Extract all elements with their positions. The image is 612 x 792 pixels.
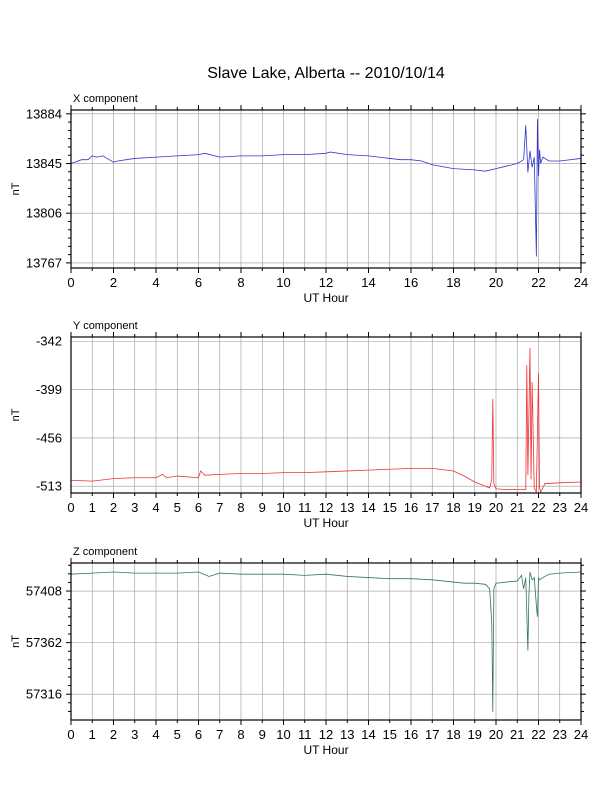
z-component-xtick-label: 12	[319, 727, 333, 742]
x-component-ytick-label: 13767	[26, 255, 62, 270]
x-component-xtick-label: 24	[574, 275, 588, 290]
x-component-ylabel: nT	[10, 182, 22, 195]
y-component-xtick-label: 19	[468, 500, 482, 515]
y-component-ytick-label: -399	[36, 382, 62, 397]
x-component-xtick-label: 4	[152, 275, 159, 290]
y-component-xtick-label: 21	[510, 500, 524, 515]
figure-title: Slave Lake, Alberta -- 2010/10/14	[207, 65, 445, 82]
y-component-xtick-label: 7	[216, 500, 223, 515]
z-component-ytick-label: 57316	[26, 687, 62, 702]
z-component-series-line	[70, 571, 582, 713]
y-component-series-line	[70, 348, 582, 494]
z-component-xtick-label: 7	[216, 727, 223, 742]
y-component-xtick-label: 8	[237, 500, 244, 515]
y-component-xtick-label: 6	[195, 500, 202, 515]
z-component-ylabel: nT	[10, 635, 22, 648]
y-component-xtick-label: 3	[131, 500, 138, 515]
x-component-xtick-label: 0	[67, 275, 74, 290]
z-component-xtick-label: 10	[276, 727, 290, 742]
x-component-xtick-label: 14	[361, 275, 375, 290]
z-component-panel: 0 1 2 3 4 5 6 7 8 9 10 11 12 13 14 15 16 17 18 19 20 21 22 23 24…	[10, 546, 588, 757]
z-component-xtick-label: 8	[237, 727, 244, 742]
y-component-xtick-label: 4	[152, 500, 159, 515]
z-component-xtick-label: 1	[89, 727, 96, 742]
z-component-xtick-label: 5	[174, 727, 181, 742]
z-component-xlabel: UT Hour	[303, 743, 348, 757]
z-component-xtick-label: 0	[67, 727, 74, 742]
x-component-xtick-label: 16	[404, 275, 418, 290]
z-component-title: Z component	[73, 546, 137, 558]
z-component-xtick-label: 18	[446, 727, 460, 742]
x-component-xtick-label: 18	[446, 275, 460, 290]
x-component-plot-frame	[70, 109, 582, 269]
z-component-xtick-label: 9	[259, 727, 266, 742]
x-component-xtick-label: 2	[110, 275, 117, 290]
z-component-xtick-label: 24	[574, 727, 588, 742]
y-component-xtick-label: 11	[298, 500, 312, 515]
x-component-series-line	[70, 118, 582, 257]
z-component-xtick-label: 20	[489, 727, 503, 742]
z-component-xtick-label: 19	[468, 727, 482, 742]
z-component-xtick-label: 21	[510, 727, 524, 742]
y-component-xtick-label: 0	[67, 500, 74, 515]
z-component-ytick-label: 57362	[26, 635, 62, 650]
x-component-panel: 0 2 4 6 8 10 12 14 16 18 20 22 241376713806138451388…	[10, 93, 588, 305]
y-component-xtick-label: 23	[553, 500, 567, 515]
x-component-xtick-label: 10	[276, 275, 290, 290]
y-component-xtick-label: 13	[340, 500, 354, 515]
y-component-ytick-label: -456	[36, 430, 62, 445]
y-component-xtick-label: 15	[383, 500, 397, 515]
y-component-ylabel: nT	[10, 408, 22, 421]
y-component-ytick-label: -342	[36, 334, 62, 349]
y-component-panel: 0 1 2 3 4 5 6 7 8 9 10 11 12 13 14 15 16 17 18 19 20 21 22 23 24…	[10, 320, 588, 530]
y-component-xtick-label: 5	[174, 500, 181, 515]
z-component-plot-frame	[70, 562, 582, 721]
z-component-xtick-label: 6	[195, 727, 202, 742]
y-component-xlabel: UT Hour	[303, 516, 348, 530]
z-component-xtick-label: 17	[425, 727, 439, 742]
x-component-xtick-label: 12	[319, 275, 333, 290]
x-component-xtick-label: 20	[489, 275, 503, 290]
x-component-title: X component	[73, 93, 138, 105]
y-component-xtick-label: 24	[574, 500, 588, 515]
y-component-xtick-label: 2	[110, 500, 117, 515]
y-component-xtick-label: 9	[259, 500, 266, 515]
x-component-ytick-label: 13845	[26, 156, 62, 171]
z-component-xtick-label: 3	[131, 727, 138, 742]
y-component-xtick-label: 16	[404, 500, 418, 515]
z-component-xtick-label: 13	[340, 727, 354, 742]
x-component-xtick-label: 6	[195, 275, 202, 290]
z-component-xtick-label: 23	[553, 727, 567, 742]
x-component-ytick-label: 13806	[26, 206, 62, 221]
y-component-xtick-label: 10	[276, 500, 290, 515]
x-component-xlabel: UT Hour	[303, 291, 348, 305]
y-component-xtick-label: 1	[89, 500, 96, 515]
z-component-xtick-label: 14	[361, 727, 375, 742]
z-component-xtick-label: 2	[110, 727, 117, 742]
y-component-xtick-label: 12	[319, 500, 333, 515]
x-component-xtick-label: 22	[531, 275, 545, 290]
y-component-xtick-label: 14	[361, 500, 375, 515]
y-component-xtick-label: 22	[531, 500, 545, 515]
z-component-xtick-label: 11	[298, 727, 312, 742]
y-component-plot-frame	[70, 336, 582, 494]
y-component-xtick-label: 17	[425, 500, 439, 515]
z-component-xtick-label: 16	[404, 727, 418, 742]
x-component-ytick-label: 13884	[26, 106, 62, 121]
y-component-xtick-label: 20	[489, 500, 503, 515]
y-component-xtick-label: 18	[446, 500, 460, 515]
y-component-ytick-label: -513	[36, 479, 62, 494]
y-component-title: Y component	[73, 320, 138, 332]
z-component-xtick-label: 22	[531, 727, 545, 742]
x-component-xtick-label: 8	[237, 275, 244, 290]
z-component-xtick-label: 15	[383, 727, 397, 742]
z-component-ytick-label: 57408	[26, 584, 62, 599]
z-component-xtick-label: 4	[152, 727, 159, 742]
